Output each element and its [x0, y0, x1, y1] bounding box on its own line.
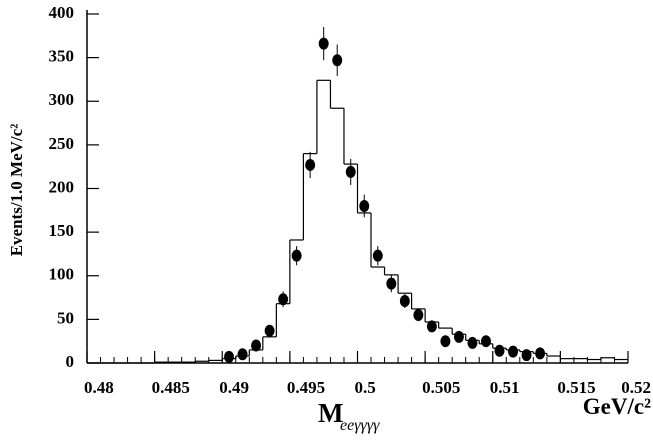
data-point: [494, 344, 505, 357]
x-tick-label: 0.515: [557, 378, 595, 397]
data-point: [251, 339, 262, 352]
data-point: [264, 324, 275, 337]
y-tick-label: 0: [66, 352, 75, 371]
x-axis-unit: GeV/c²: [583, 394, 651, 419]
y-tick-label: 350: [49, 47, 75, 66]
x-axis-subscript: eeγγγγ: [340, 417, 380, 434]
data-point: [359, 199, 370, 212]
data-point: [535, 347, 546, 360]
y-tick-label: 50: [57, 308, 74, 327]
data-point: [467, 336, 478, 349]
x-tick-label: 0.52: [621, 378, 651, 397]
x-tick-label: 0.48: [84, 378, 114, 397]
x-tick-label: 0.505: [422, 378, 460, 397]
data-point: [278, 293, 289, 306]
x-tick-label: 0.5: [355, 378, 376, 397]
x-tick-label: 0.49: [219, 378, 249, 397]
data-point: [291, 249, 302, 262]
data-point: [480, 335, 491, 348]
y-tick-label: 100: [49, 265, 75, 284]
data-point: [426, 320, 437, 333]
y-tick-label: 300: [49, 90, 75, 109]
data-point: [332, 54, 343, 67]
data-point: [521, 349, 532, 362]
data-point: [305, 158, 316, 171]
data-point: [345, 165, 356, 178]
x-tick-label: 0.495: [287, 378, 325, 397]
data-point: [453, 330, 464, 343]
data-point: [318, 37, 329, 50]
y-tick-label: 400: [49, 3, 75, 22]
data-point: [440, 335, 451, 348]
data-point: [399, 295, 410, 308]
data-point: [508, 345, 519, 358]
y-axis-label: Events/1.0 MeV/c²: [7, 124, 26, 257]
x-tick-label: 0.51: [490, 378, 520, 397]
data-point: [224, 350, 235, 363]
x-tick-label: 0.485: [152, 378, 190, 397]
data-point: [386, 277, 397, 290]
data-point: [237, 348, 248, 361]
data-point: [413, 309, 424, 322]
y-tick-label: 250: [49, 134, 75, 153]
y-tick-label: 150: [49, 221, 75, 240]
y-tick-label: 200: [49, 177, 75, 196]
data-point: [372, 249, 383, 262]
x-axis-label: M: [318, 398, 343, 428]
